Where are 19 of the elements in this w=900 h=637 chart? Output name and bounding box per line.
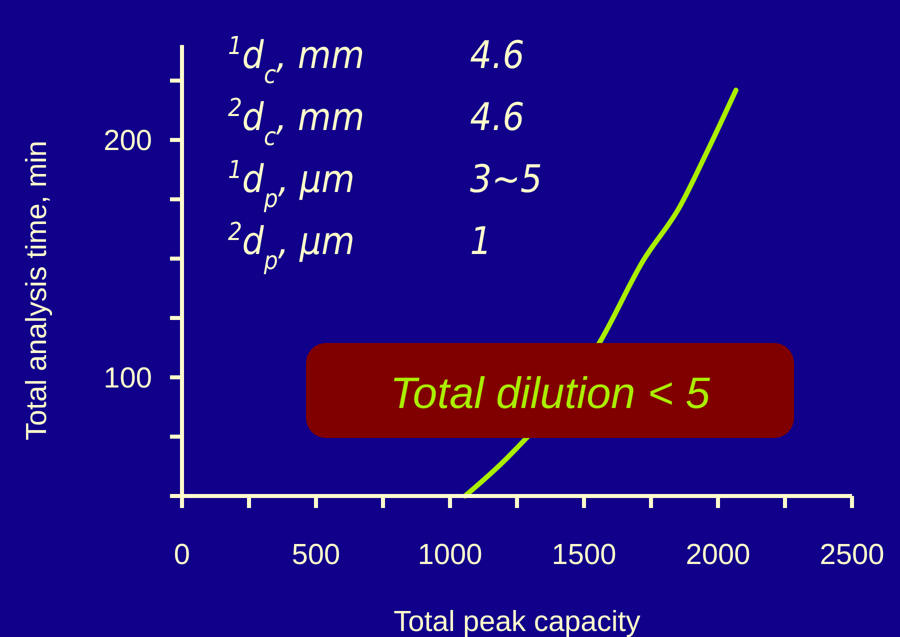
annotation: Total dilution < 5 (390, 369, 711, 418)
y-tick-label: 200 (104, 125, 152, 158)
x-axis-title: Total peak capacity (394, 606, 641, 637)
annotation: 4.6 (470, 33, 524, 77)
annotation: 1 (470, 219, 492, 263)
x-tick-label: 1500 (552, 539, 616, 571)
x-tick-label: 0 (174, 539, 190, 571)
x-tick-label: 500 (292, 539, 340, 571)
annotation: 4.6 (470, 95, 524, 139)
y-tick-label: 100 (104, 362, 152, 394)
x-tick-label: 1000 (418, 539, 482, 571)
x-tick-label: 2000 (686, 539, 750, 571)
annotation: $^{2}$d$_{c}$, mm (228, 92, 364, 150)
y-axis-title: Total analysis time, min (21, 140, 53, 440)
annotation: $^{1}$d$_{c}$, mm (228, 30, 364, 88)
x-tick-label: 2500 (820, 539, 884, 571)
annotation: $^{1}$d$_{p}$, µm (228, 154, 355, 212)
annotation: 3~5 (470, 157, 542, 201)
annotation: $^{2}$d$_{p}$, µm (228, 216, 355, 274)
